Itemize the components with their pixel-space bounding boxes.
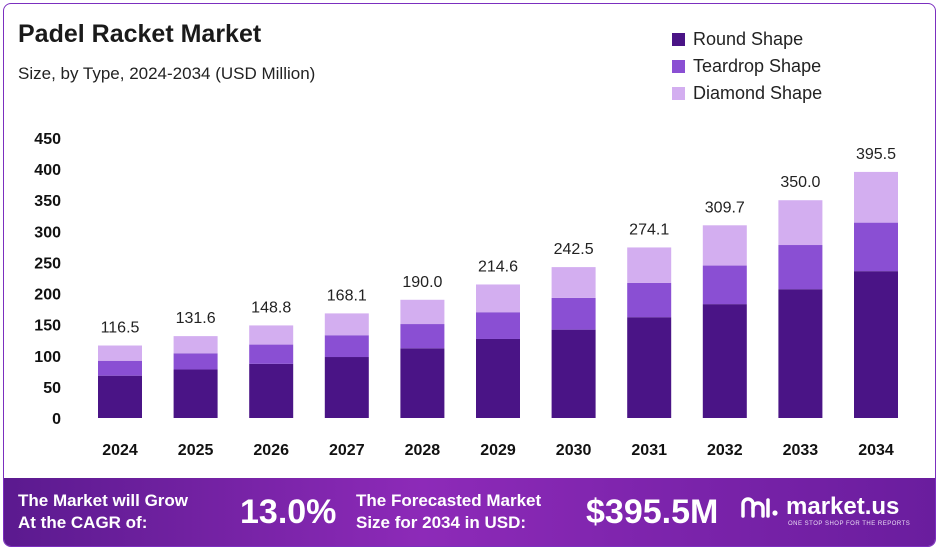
x-tick-label: 2024 — [102, 442, 138, 459]
bar-segment-diamond-shape — [400, 299, 445, 325]
cagr-caption-line1: The Market will Grow — [18, 491, 189, 510]
bar-segment-diamond-shape — [551, 267, 596, 298]
y-tick-label: 100 — [34, 349, 61, 366]
bar-total-label: 395.5 — [856, 146, 896, 163]
chart-title: Padel Racket Market — [18, 20, 262, 48]
bar-segment-round-shape — [476, 338, 520, 418]
x-tick-label: 2032 — [707, 442, 743, 459]
legend-item-diamond: Diamond Shape — [672, 80, 822, 107]
x-tick-label: 2033 — [783, 442, 819, 459]
bar-segment-round-shape — [400, 348, 445, 418]
y-tick-label: 150 — [34, 318, 61, 335]
bar-segment-diamond-shape — [173, 336, 218, 354]
forecast-value: $395.5M — [586, 493, 719, 531]
y-tick-label: 200 — [34, 287, 61, 304]
y-tick-label: 300 — [34, 224, 61, 241]
bar-total-label: 309.7 — [705, 199, 745, 216]
x-tick-label: 2030 — [556, 442, 592, 459]
bar-segment-teardrop-shape — [324, 335, 369, 358]
bar-segment-teardrop-shape — [551, 297, 596, 330]
bar-segment-round-shape — [249, 363, 294, 418]
bar-segment-diamond-shape — [778, 200, 823, 246]
legend-swatch-round — [672, 33, 685, 46]
x-tick-label: 2025 — [178, 442, 214, 459]
bar-segment-teardrop-shape — [173, 353, 218, 370]
chart-legend: Round Shape Teardrop Shape Diamond Shape — [672, 26, 822, 107]
bar-total-label: 274.1 — [629, 221, 669, 238]
bar-segment-diamond-shape — [702, 225, 747, 266]
x-tick-label: 2029 — [480, 442, 516, 459]
y-tick-label: 50 — [43, 380, 61, 397]
bar-total-label: 116.5 — [101, 320, 140, 337]
y-tick-label: 400 — [34, 162, 61, 179]
bar-segment-diamond-shape — [476, 284, 520, 313]
legend-label-diamond: Diamond Shape — [693, 83, 823, 103]
market-us-logo-icon — [741, 497, 778, 518]
bar-segment-round-shape — [173, 369, 218, 418]
forecast-caption: The Forecasted Market Size for 2034 in U… — [356, 490, 541, 534]
legend-item-round: Round Shape — [672, 26, 822, 53]
cagr-caption: The Market will Grow At the CAGR of: — [18, 490, 188, 534]
bar-segment-round-shape — [98, 375, 142, 418]
bar-segment-diamond-shape — [98, 345, 142, 361]
bar-segment-round-shape — [702, 304, 747, 418]
chart-subtitle: Size, by Type, 2024-2034 (USD Million) — [18, 64, 316, 83]
bar-segment-teardrop-shape — [476, 312, 520, 339]
bar-segment-teardrop-shape — [702, 265, 747, 305]
x-tick-label: 2026 — [253, 442, 289, 459]
bar-segment-teardrop-shape — [98, 360, 142, 376]
cagr-caption-line2: At the CAGR of: — [18, 513, 148, 532]
bar-segment-round-shape — [551, 329, 596, 418]
brand-logo: market.us — [740, 494, 899, 520]
y-tick-label: 250 — [34, 255, 61, 272]
bar-segment-round-shape — [778, 289, 823, 418]
x-tick-label: 2034 — [858, 442, 894, 459]
bar-segment-diamond-shape — [854, 171, 898, 223]
legend-label-teardrop: Teardrop Shape — [693, 56, 822, 76]
bar-segment-teardrop-shape — [400, 324, 445, 349]
x-tick-label: 2031 — [631, 442, 667, 459]
bar-total-label: 131.6 — [176, 310, 216, 327]
bar-segment-round-shape — [854, 271, 898, 418]
bar-segment-diamond-shape — [627, 247, 672, 283]
cagr-value: 13.0% — [240, 493, 337, 531]
bar-total-label: 190.0 — [402, 274, 442, 291]
y-tick-label: 350 — [34, 193, 61, 210]
chart-frame: Padel Racket Market Size, by Type, 2024-… — [3, 3, 936, 547]
bar-segment-diamond-shape — [324, 313, 369, 336]
brand-name: market.us — [786, 493, 900, 520]
legend-item-teardrop: Teardrop Shape — [672, 53, 822, 80]
bar-segment-teardrop-shape — [854, 222, 898, 272]
bar-segment-round-shape — [627, 317, 672, 418]
bar-segment-diamond-shape — [249, 325, 294, 345]
bar-segment-teardrop-shape — [249, 344, 294, 364]
x-tick-label: 2028 — [405, 442, 441, 459]
x-tick-label: 2027 — [329, 442, 365, 459]
bar-total-label: 242.5 — [554, 241, 594, 258]
bar-segment-round-shape — [324, 357, 369, 418]
bar-total-label: 350.0 — [780, 174, 820, 191]
y-tick-label: 450 — [34, 131, 61, 148]
legend-swatch-diamond — [672, 87, 685, 100]
bar-chart-plot: 0 50 100 150 200 250 300 350 400 450 116.5 2024 131.… — [34, 131, 898, 459]
bar-segment-teardrop-shape — [627, 282, 672, 318]
bar-total-label: 148.8 — [251, 299, 291, 316]
forecast-caption-line1: The Forecasted Market — [356, 491, 542, 510]
footer-banner: The Market will Grow At the CAGR of: 13.… — [4, 478, 935, 546]
legend-swatch-teardrop — [672, 60, 685, 73]
brand-tagline: ONE STOP SHOP FOR THE REPORTS — [788, 521, 911, 527]
legend-label-round: Round Shape — [693, 29, 804, 49]
forecast-caption-line2: Size for 2034 in USD: — [356, 513, 527, 532]
bar-segment-teardrop-shape — [778, 245, 823, 290]
y-tick-label: 0 — [52, 411, 61, 428]
bar-total-label: 168.1 — [327, 287, 367, 304]
bar-total-label: 214.6 — [478, 258, 518, 275]
